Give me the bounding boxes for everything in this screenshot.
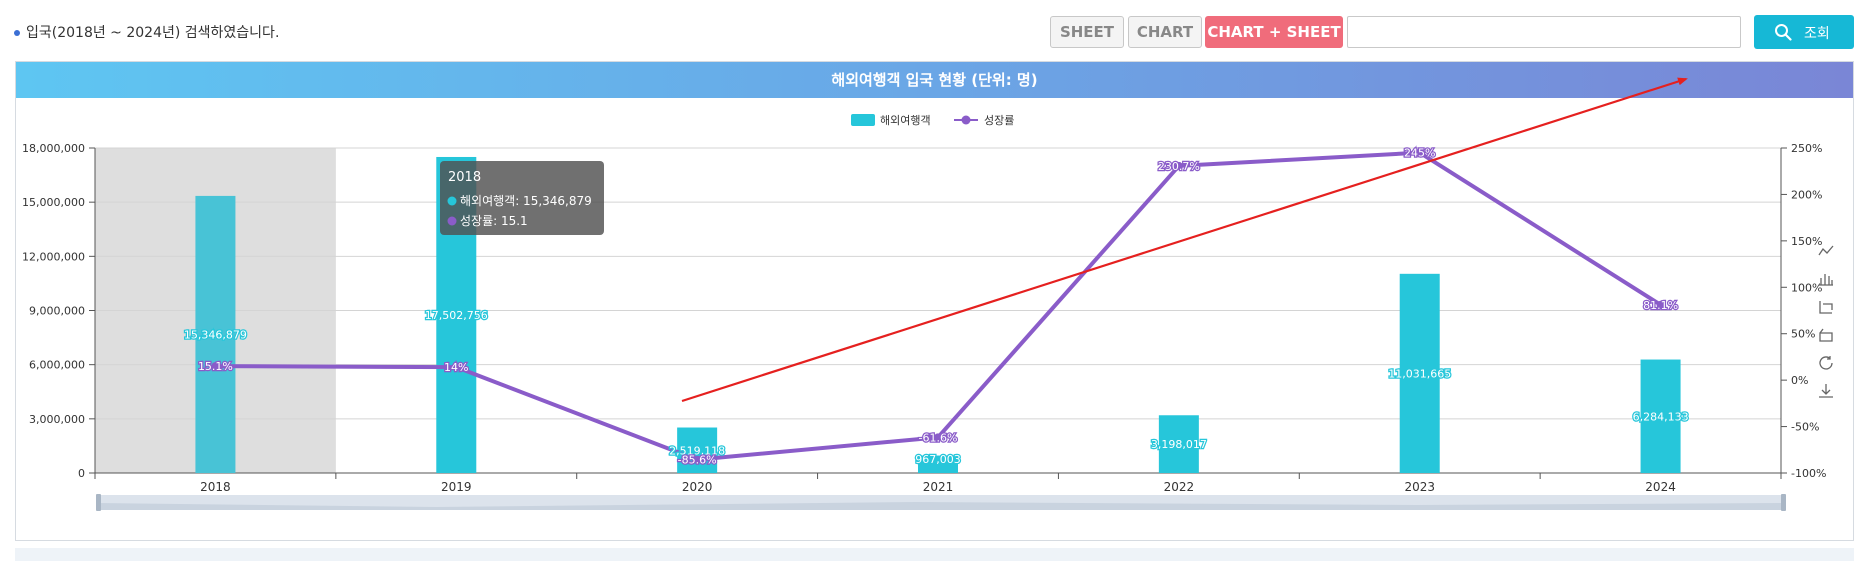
legend-label-bar: 해외여행객 bbox=[880, 113, 931, 127]
bar-data-label: 15,346,879 bbox=[184, 328, 247, 341]
search-icon bbox=[1775, 24, 1792, 41]
tooltip-line1: 해외여행객: 15,346,879 bbox=[460, 193, 592, 208]
legend-label-line: 성장률 bbox=[984, 114, 1014, 127]
line-point bbox=[1656, 300, 1665, 309]
line-data-label: -61.6% bbox=[919, 431, 958, 444]
sheet-button[interactable]: SHEET bbox=[1050, 16, 1124, 48]
y-right-tick-label: 0% bbox=[1791, 374, 1808, 387]
bar bbox=[1640, 359, 1681, 473]
x-tick-label: 2024 bbox=[1645, 480, 1676, 494]
line-data-label: 230.7% bbox=[1158, 160, 1200, 173]
stack-icon[interactable] bbox=[1819, 301, 1833, 314]
line-point bbox=[211, 362, 220, 371]
line-point bbox=[934, 433, 942, 442]
y-right-tick-label: 250% bbox=[1791, 142, 1822, 155]
y-left-tick-label: 6,000,000 bbox=[29, 359, 85, 372]
bar-data-label: 967,003 bbox=[915, 453, 961, 466]
y-left-tick-label: 15,000,000 bbox=[22, 196, 85, 209]
line-point bbox=[1174, 161, 1183, 170]
legend-swatch-bar bbox=[851, 114, 875, 126]
search-input[interactable] bbox=[1347, 16, 1741, 48]
line-data-label: 15.1% bbox=[198, 360, 233, 373]
data-zoom-area bbox=[98, 502, 1784, 510]
bar-data-label: 2,519,118 bbox=[669, 444, 725, 457]
bar bbox=[195, 195, 236, 474]
y-left-tick-label: 3,000,000 bbox=[29, 413, 85, 426]
download-icon[interactable] bbox=[1819, 384, 1833, 398]
panel-title: 해외여행객 입국 현황 (단위: 명) bbox=[16, 62, 1853, 98]
x-tick-label: 2022 bbox=[1164, 480, 1195, 494]
line-data-label: 245% bbox=[1404, 147, 1435, 160]
x-tick-label: 2018 bbox=[200, 480, 231, 494]
tooltip: 2018 해외여행객: 15,346,879 성장률: 15.1 bbox=[440, 161, 604, 235]
bar-data-label: 11,031,665 bbox=[1388, 367, 1451, 380]
bar bbox=[677, 427, 718, 473]
toolbox bbox=[1818, 245, 1834, 398]
line-data-label: 81.1% bbox=[1643, 299, 1678, 312]
y-left-tick-label: 12,000,000 bbox=[22, 250, 85, 263]
line-data-label: -85.6% bbox=[678, 454, 717, 467]
bar bbox=[1158, 415, 1199, 473]
x-tick-label: 2021 bbox=[923, 480, 954, 494]
chart-sheet-button[interactable]: CHART + SHEET bbox=[1205, 16, 1343, 48]
chart-svg: 0 3,000,000 6,000,000 9,000,000 12,000,000 15… bbox=[22, 77, 1834, 511]
search-button-label: 조회 bbox=[1804, 26, 1830, 42]
table-header-strip bbox=[15, 548, 1854, 561]
bar bbox=[1399, 273, 1440, 473]
data-zoom-slider bbox=[96, 494, 1786, 511]
tooltip-line2: 성장률: 15.1 bbox=[460, 214, 528, 228]
line-chart-icon[interactable] bbox=[1818, 245, 1834, 256]
search-info-text: 입국(2018년 ~ 2024년) 검색하였습니다. bbox=[26, 25, 280, 41]
tooltip-title: 2018 bbox=[448, 170, 481, 185]
bar-data-label: 3,198,017 bbox=[1151, 438, 1207, 451]
y-right-tick-label: 100% bbox=[1791, 281, 1822, 294]
y-left-tick-label: 9,000,000 bbox=[29, 305, 85, 318]
line-point bbox=[452, 363, 461, 372]
search-button[interactable]: 조회 bbox=[1754, 15, 1854, 49]
x-tick-label: 2023 bbox=[1404, 480, 1435, 494]
y-right-tick-label: -100% bbox=[1791, 467, 1826, 480]
line-point bbox=[1415, 148, 1424, 157]
chart-button[interactable]: CHART bbox=[1128, 16, 1202, 48]
legend-swatch-dot bbox=[961, 115, 971, 125]
growth-line bbox=[215, 150, 1662, 462]
tooltip-box bbox=[440, 161, 604, 235]
bullet-icon bbox=[14, 30, 20, 36]
trend-arrow bbox=[681, 77, 1688, 403]
data-zoom-handle-left bbox=[96, 494, 101, 511]
tooltip-dot-bar bbox=[447, 196, 457, 206]
line-point bbox=[693, 455, 702, 464]
tiled-icon[interactable] bbox=[1819, 328, 1833, 342]
top-bar: 입국(2018년 ~ 2024년) 검색하였습니다. SHEET CHART C… bbox=[0, 0, 1858, 62]
y-right-tick-label: -50% bbox=[1791, 421, 1819, 434]
chart-panel: 해외여행객 입국 현황 (단위: 명) 0 3,000,000 6,000,000 9… bbox=[15, 61, 1854, 541]
search-info: 입국(2018년 ~ 2024년) 검색하였습니다. bbox=[14, 22, 279, 42]
y-right-tick-label: 50% bbox=[1791, 328, 1815, 341]
y-right-tick-label: 150% bbox=[1791, 235, 1822, 248]
bar-data-label: 6,284,133 bbox=[1633, 410, 1689, 423]
tooltip-dot-line bbox=[447, 216, 457, 226]
y-left-tick-label: 18,000,000 bbox=[22, 142, 85, 155]
bar-chart-icon[interactable] bbox=[1819, 274, 1833, 286]
y-left-tick-label: 0 bbox=[78, 467, 85, 480]
line-data-label: 14% bbox=[444, 361, 468, 374]
x-tick-label: 2020 bbox=[682, 480, 713, 494]
x-tick-label: 2019 bbox=[441, 480, 472, 494]
bar bbox=[918, 455, 958, 473]
restore-icon[interactable] bbox=[1819, 356, 1833, 370]
data-zoom-handle-right bbox=[1781, 494, 1786, 511]
y-right-tick-label: 200% bbox=[1791, 188, 1822, 201]
bar-data-label: 17,502,756 bbox=[425, 309, 488, 322]
